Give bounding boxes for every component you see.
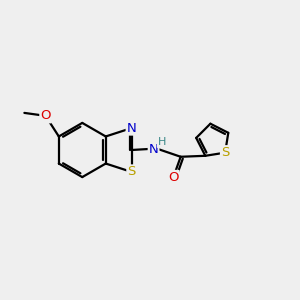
- Text: N: N: [127, 122, 136, 135]
- Text: N: N: [149, 142, 158, 156]
- Text: O: O: [40, 109, 51, 122]
- Text: O: O: [168, 171, 178, 184]
- Text: H: H: [158, 137, 166, 147]
- Text: S: S: [221, 146, 229, 159]
- Text: S: S: [127, 165, 136, 178]
